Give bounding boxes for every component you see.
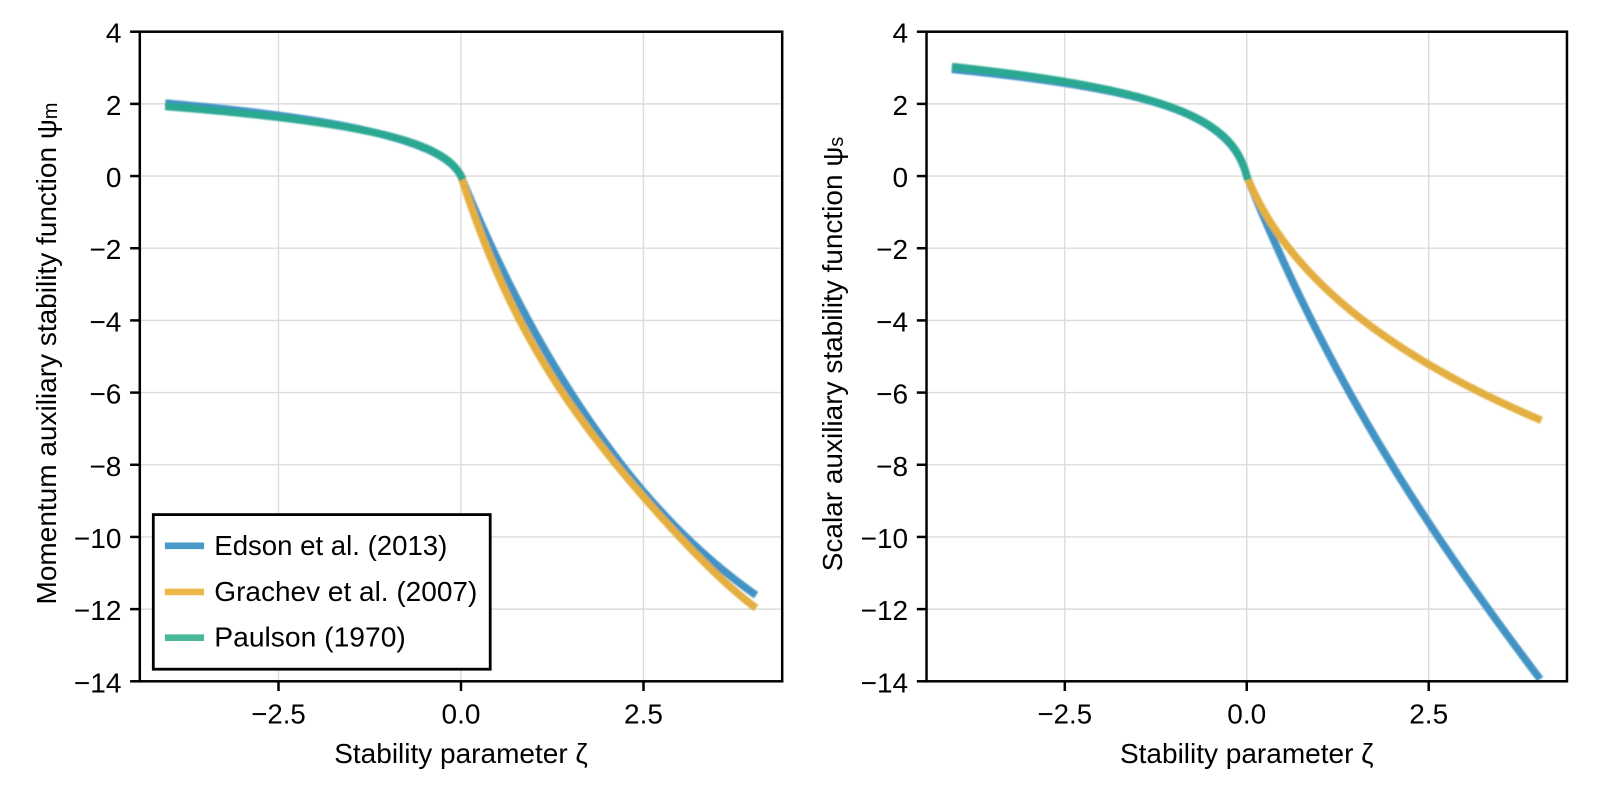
svg-text:4: 4 xyxy=(106,18,122,49)
svg-text:−10: −10 xyxy=(74,523,122,554)
svg-text:−10: −10 xyxy=(861,523,909,554)
svg-text:Edson et al. (2013): Edson et al. (2013) xyxy=(214,530,447,561)
svg-text:Scalar auxiliary stability fun: Scalar auxiliary stability function ψs xyxy=(817,137,848,572)
svg-text:−4: −4 xyxy=(876,306,908,337)
svg-text:0: 0 xyxy=(893,162,909,193)
svg-text:4: 4 xyxy=(893,18,909,49)
svg-text:−2: −2 xyxy=(89,234,121,265)
svg-text:Momentum auxiliary stability f: Momentum auxiliary stability function ψm xyxy=(31,103,62,605)
svg-text:−12: −12 xyxy=(74,595,122,626)
svg-text:−6: −6 xyxy=(89,379,121,410)
svg-text:0.0: 0.0 xyxy=(442,699,481,730)
svg-text:0.0: 0.0 xyxy=(1227,699,1266,730)
svg-text:Paulson (1970): Paulson (1970) xyxy=(214,622,405,653)
svg-text:−2.5: −2.5 xyxy=(251,699,306,730)
svg-text:−4: −4 xyxy=(89,306,121,337)
svg-text:−6: −6 xyxy=(876,379,908,410)
svg-text:−14: −14 xyxy=(861,667,909,698)
svg-text:−8: −8 xyxy=(876,451,908,482)
svg-text:2: 2 xyxy=(106,90,122,121)
svg-text:−2: −2 xyxy=(876,234,908,265)
svg-text:−2.5: −2.5 xyxy=(1038,699,1093,730)
svg-text:Stability parameter ζ: Stability parameter ζ xyxy=(334,738,588,769)
svg-text:Stability parameter ζ: Stability parameter ζ xyxy=(1120,738,1374,769)
svg-text:2: 2 xyxy=(893,90,909,121)
svg-text:−8: −8 xyxy=(89,451,121,482)
svg-text:Grachev et al. (2007): Grachev et al. (2007) xyxy=(214,576,477,607)
svg-text:0: 0 xyxy=(106,162,122,193)
svg-text:−12: −12 xyxy=(861,595,909,626)
svg-text:2.5: 2.5 xyxy=(624,699,663,730)
svg-text:2.5: 2.5 xyxy=(1409,699,1448,730)
svg-text:−14: −14 xyxy=(74,667,122,698)
